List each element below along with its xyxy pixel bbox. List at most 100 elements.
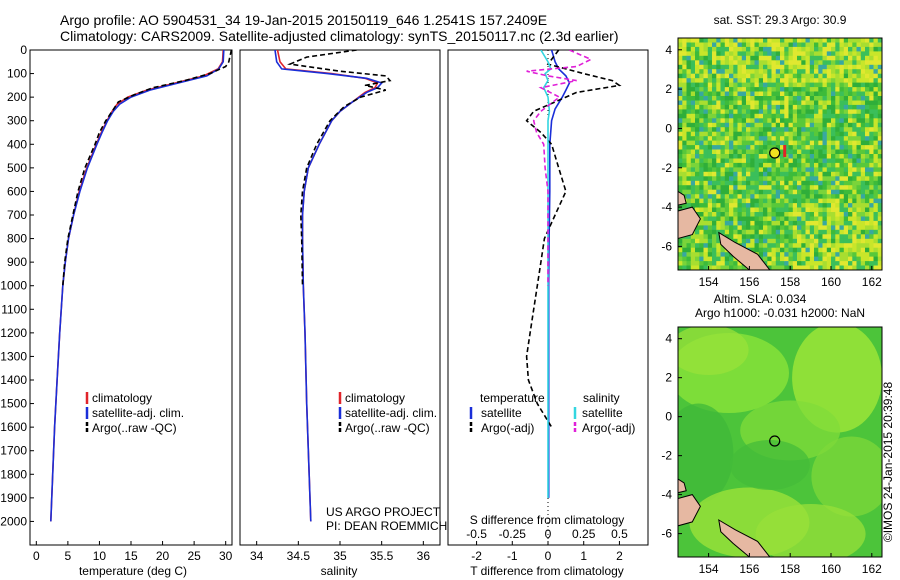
sst-cell — [699, 207, 704, 213]
sst-cell — [805, 212, 811, 217]
sst-cell — [707, 229, 713, 235]
sst-cell — [737, 212, 743, 217]
sst-cell — [831, 261, 836, 266]
sst-cell — [767, 198, 772, 204]
sst-cell — [792, 55, 798, 61]
sst-cell — [848, 118, 853, 124]
sst-cell — [729, 189, 734, 195]
sst-cell — [686, 118, 692, 124]
sst-cell — [831, 51, 836, 57]
sst-cell — [856, 176, 862, 182]
sst-cell — [822, 158, 828, 164]
sst-cell — [831, 238, 836, 244]
sst-cell — [724, 78, 730, 84]
sst-cell — [750, 225, 755, 231]
sst-cell — [831, 136, 836, 142]
sst-cell — [873, 104, 879, 110]
sst-cell — [839, 145, 845, 150]
sst-cell — [690, 127, 696, 133]
sst-cell — [852, 73, 857, 79]
sst-cell — [678, 189, 683, 195]
sst-cell — [801, 73, 806, 79]
sst-cell — [750, 180, 755, 186]
sst-cell — [724, 207, 730, 213]
sst-cell — [712, 203, 717, 208]
sst-cell — [826, 91, 832, 97]
sst-cell — [720, 145, 726, 150]
sst-cell — [877, 82, 882, 88]
sst-cell — [805, 167, 811, 173]
sst-cell — [780, 176, 785, 182]
sst-cell — [733, 69, 738, 75]
sst-cell — [843, 252, 849, 258]
sst-cell — [818, 78, 823, 84]
sst-cell — [843, 261, 849, 266]
sst-cell — [797, 100, 802, 106]
sst-cell — [703, 247, 709, 253]
sst-cell — [873, 198, 879, 204]
sst-cell — [780, 96, 785, 101]
sst-cell — [771, 87, 777, 92]
sst-cell — [746, 162, 751, 168]
sst-cell — [724, 46, 730, 52]
sst-cell — [839, 265, 845, 270]
sst-cell — [724, 167, 730, 173]
sst-cell — [826, 118, 832, 124]
sst-cell — [741, 60, 747, 66]
sst-cell — [801, 207, 806, 213]
sst-cell — [695, 145, 700, 150]
sst-cell — [839, 46, 845, 52]
sst-cell — [873, 100, 879, 106]
sst-cell — [860, 247, 866, 253]
sst-cell — [788, 42, 794, 48]
sst-cell — [869, 96, 874, 101]
sst-cell — [809, 149, 815, 155]
sst-cell — [746, 203, 751, 208]
sst-cell — [839, 212, 845, 217]
sst-cell — [805, 149, 811, 155]
sst-cell — [839, 162, 845, 168]
sst-cell — [865, 113, 870, 119]
sst-cell — [784, 42, 789, 48]
sst-cell — [856, 127, 862, 133]
map-field — [678, 327, 882, 557]
sst-cell — [869, 158, 874, 164]
sst-cell — [869, 145, 874, 150]
sst-cell — [775, 171, 781, 177]
sst-cell — [716, 140, 721, 146]
sst-cell — [695, 87, 700, 92]
sst-cell — [682, 171, 687, 177]
sst-cell — [856, 234, 862, 240]
sst-cell — [678, 180, 683, 186]
sst-cell — [822, 171, 828, 177]
sst-cell — [724, 265, 730, 270]
sst-cell — [822, 261, 828, 266]
sst-cell — [771, 189, 777, 195]
sst-cell — [822, 46, 828, 52]
sst-cell — [682, 176, 687, 182]
sst-cell — [775, 252, 781, 258]
sst-cell — [767, 55, 772, 61]
sst-cell — [818, 46, 823, 52]
sst-cell — [775, 131, 781, 137]
sst-cell — [699, 118, 704, 124]
sst-cell — [712, 198, 717, 204]
map-frame — [677, 326, 883, 558]
sst-cell — [758, 136, 764, 142]
sst-cell — [724, 69, 730, 75]
sst-cell — [703, 42, 709, 48]
sst-cell — [729, 207, 734, 213]
sst-cell — [780, 104, 785, 110]
sst-cell — [775, 51, 781, 57]
sst-cell — [792, 104, 798, 110]
sst-cell — [818, 96, 823, 101]
sst-cell — [831, 104, 836, 110]
sst-cell — [843, 229, 849, 235]
sst-cell — [865, 38, 870, 43]
sst-cell — [843, 91, 849, 97]
sst-cell — [771, 212, 777, 217]
sst-cell — [814, 194, 819, 200]
sst-cell — [737, 51, 743, 57]
sst-cell — [724, 55, 730, 61]
sst-cell — [852, 203, 857, 208]
